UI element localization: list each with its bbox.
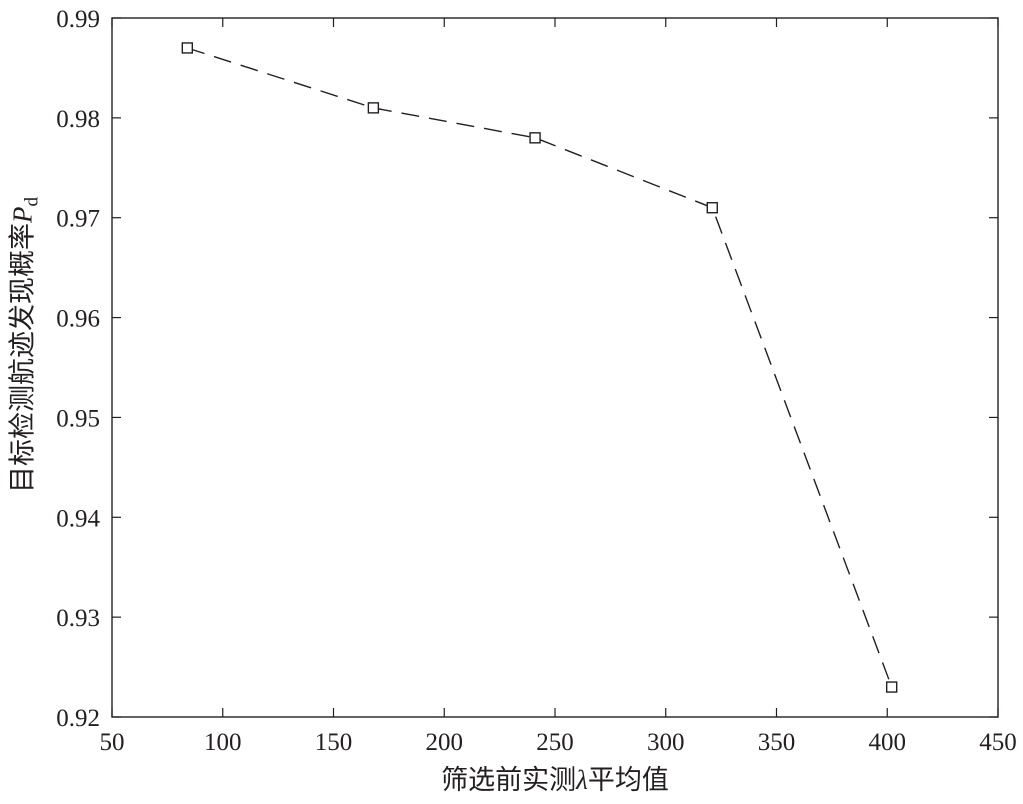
x-tick-label: 350	[758, 729, 796, 756]
data-point-marker	[181, 42, 194, 54]
y-tick-label: 0.92	[56, 705, 100, 732]
y-axis-label: 目标检测航迹发现概率Pd	[1, 145, 44, 545]
data-point-marker	[885, 681, 898, 693]
x-tick-label: 150	[315, 729, 353, 756]
y-tick-label: 0.94	[56, 505, 100, 532]
x-tick-label: 250	[536, 729, 574, 756]
y-axis-label-text: 目标检测航迹发现概率Pd	[1, 197, 44, 493]
y-tick-label: 0.93	[56, 605, 100, 632]
data-point-marker	[367, 102, 380, 114]
x-axis-label-suffix: 平均值	[587, 765, 669, 795]
plot-frame	[111, 17, 999, 718]
y-axis-label-prefix: 目标检测航迹发现概率	[7, 223, 38, 493]
x-tick-label: 200	[426, 729, 464, 756]
x-tick-label: 300	[647, 729, 685, 756]
x-tick-label: 400	[869, 729, 907, 756]
x-axis-label-prefix: 筛选前实测	[441, 765, 577, 795]
x-tick-label: 450	[979, 729, 1017, 756]
y-axis-label-symbol: P	[7, 206, 38, 224]
x-axis-label: 筛选前实测λ平均值	[112, 758, 998, 797]
series-line	[187, 47, 893, 688]
y-tick-label: 0.98	[56, 106, 100, 133]
y-tick-label: 0.95	[56, 405, 100, 432]
x-tick-label: 50	[100, 729, 125, 756]
data-point-marker	[529, 132, 541, 144]
data-point-marker	[706, 202, 718, 214]
y-tick-label: 0.99	[56, 6, 100, 33]
x-axis-label-symbol: λ	[576, 765, 588, 795]
y-axis-label-subscript: d	[21, 197, 43, 207]
x-tick-label: 100	[204, 729, 242, 756]
y-tick-label: 0.97	[56, 206, 100, 233]
y-tick-label: 0.96	[56, 306, 100, 333]
